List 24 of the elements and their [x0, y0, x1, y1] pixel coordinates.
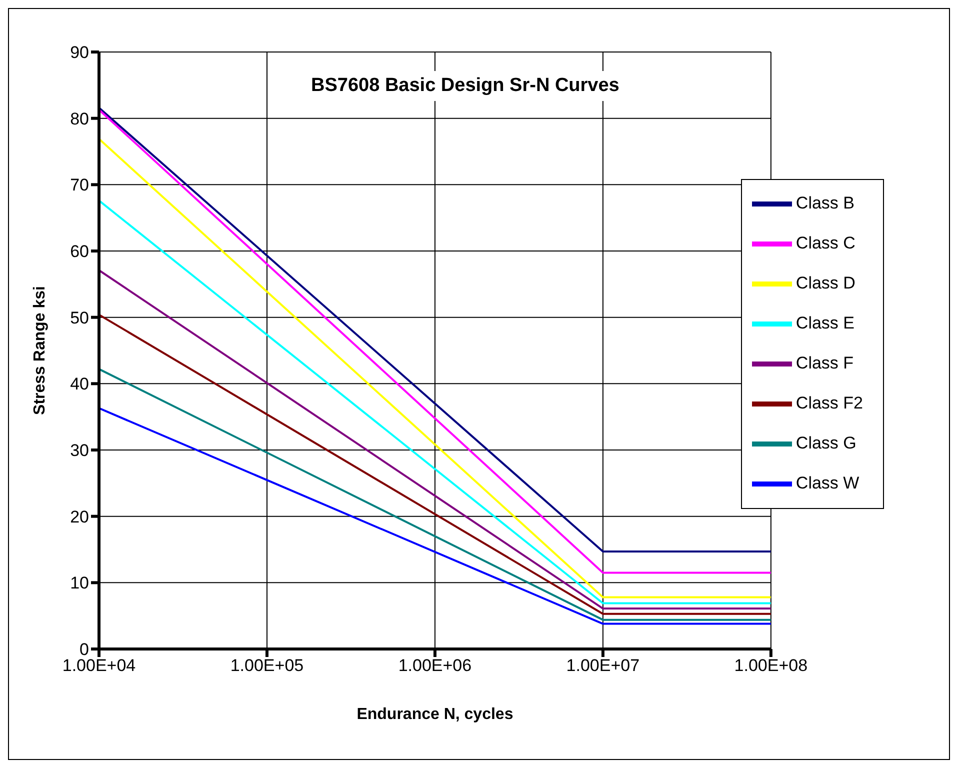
y-tick-label: 20 — [70, 507, 89, 526]
y-tick-label: 60 — [70, 242, 89, 262]
y-tick-label: 70 — [70, 176, 89, 195]
legend-label: Class G — [796, 433, 856, 452]
legend-label: Class D — [796, 273, 856, 292]
x-axis-title: Endurance N, cycles — [356, 706, 514, 723]
legend-label: Class F — [796, 353, 854, 372]
legend-label: Class F2 — [796, 393, 863, 412]
legend-label: Class W — [796, 473, 860, 492]
legend-label: Class E — [796, 313, 854, 332]
x-tick-label: 1.00E+06 — [398, 656, 472, 676]
x-tick-label: 1.00E+08 — [734, 656, 808, 676]
y-tick-label: 10 — [70, 574, 89, 593]
y-axis-title: Stress Range ksi — [32, 286, 49, 415]
y-tick-label: 90 — [70, 43, 89, 62]
text: BS7608 Basic Design Sr-N Curves — [299, 71, 632, 101]
x-tick-label: 1.00E+05 — [230, 656, 304, 676]
legend-label: Class B — [796, 193, 854, 212]
y-tick-label: 30 — [70, 441, 89, 460]
y-tick-label: 50 — [70, 308, 89, 328]
legend-label: Class C — [796, 233, 856, 252]
y-tick-label: 40 — [70, 374, 89, 394]
y-tick-label: 80 — [70, 109, 89, 128]
x-tick-label: 1.00E+07 — [566, 656, 640, 676]
